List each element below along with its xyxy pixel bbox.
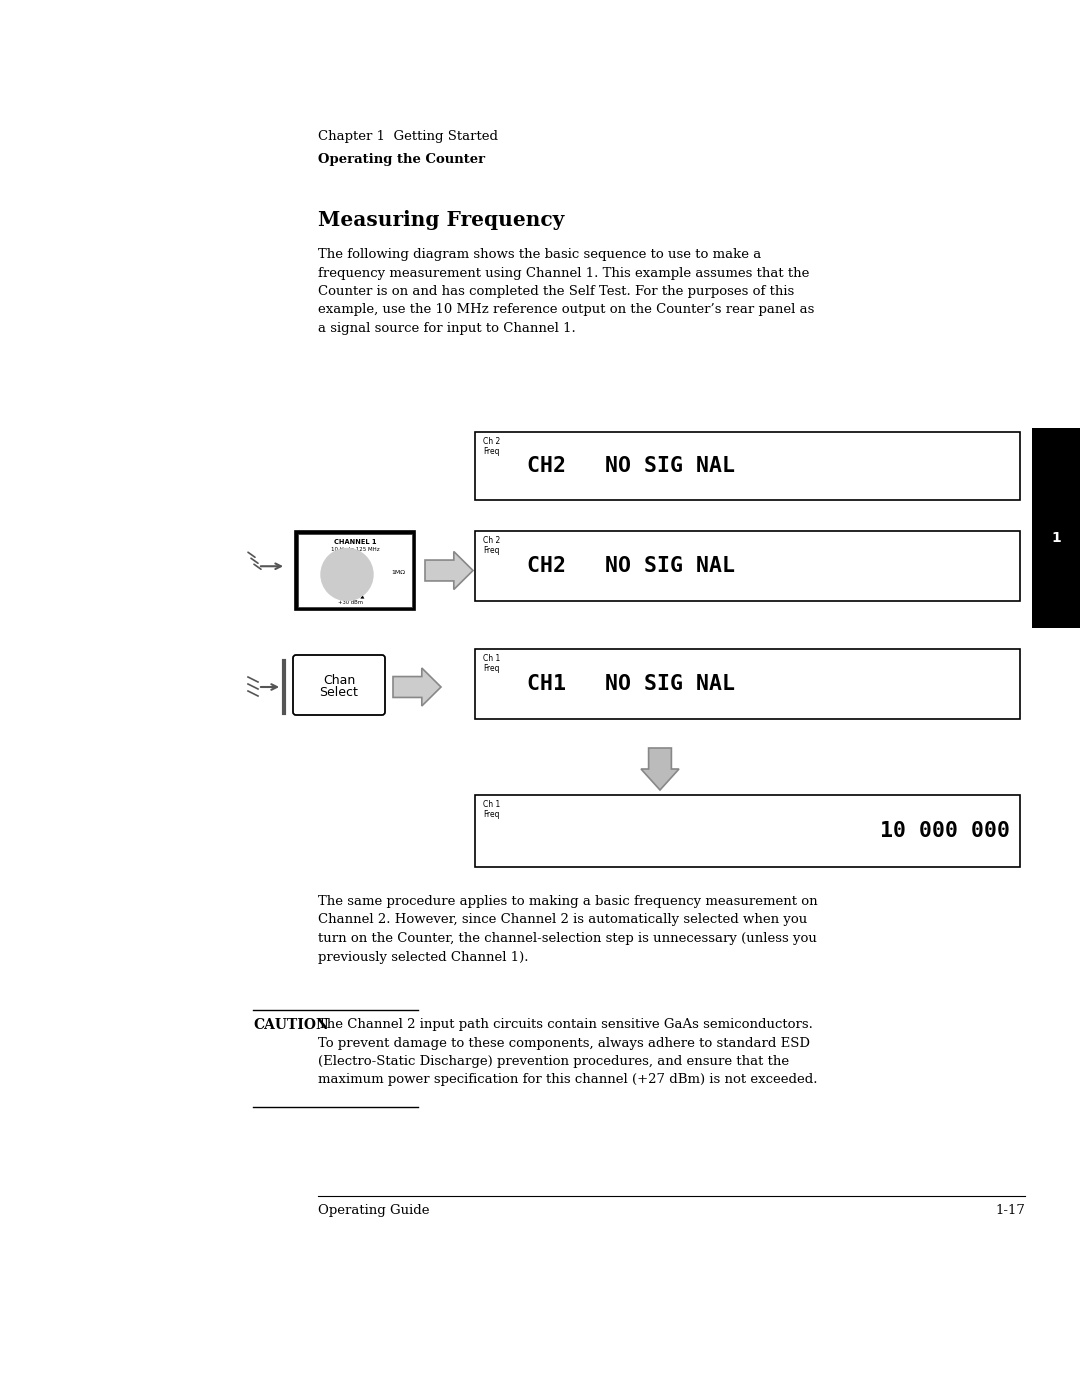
Bar	[475, 795, 1020, 868]
Text: CH2   NO SIG NAL: CH2 NO SIG NAL	[527, 455, 735, 476]
Text: Ch 2
Freq: Ch 2 Freq	[483, 536, 500, 555]
Text: CH1   NO SIG NAL: CH1 NO SIG NAL	[527, 673, 735, 694]
FancyBboxPatch shape	[293, 655, 384, 715]
Text: Chan: Chan	[323, 673, 355, 686]
Text: Chapter 1  Getting Started: Chapter 1 Getting Started	[318, 130, 498, 142]
Text: The following diagram shows the basic sequence to use to make a
frequency measur: The following diagram shows the basic se…	[318, 249, 814, 335]
Text: 10 000 000: 10 000 000	[880, 821, 1010, 841]
Text: +30 dBm: +30 dBm	[337, 599, 363, 605]
Bar	[475, 531, 1020, 601]
Text: 10 Hz to 125 MHz: 10 Hz to 125 MHz	[330, 548, 379, 552]
Bar	[475, 650, 1020, 719]
Bar	[1032, 427, 1080, 629]
Text: 1: 1	[1051, 531, 1061, 545]
Text: Ch 1
Freq: Ch 1 Freq	[483, 654, 500, 673]
Text: The Channel 2 input path circuits contain sensitive GaAs semiconductors.
To prev: The Channel 2 input path circuits contai…	[318, 1018, 818, 1087]
FancyArrow shape	[393, 668, 441, 705]
Circle shape	[321, 549, 373, 601]
Text: DAMAGE ▲: DAMAGE ▲	[336, 592, 364, 598]
Circle shape	[339, 567, 355, 583]
Bar	[475, 432, 1020, 500]
FancyArrow shape	[642, 747, 679, 789]
Text: Measuring Frequency: Measuring Frequency	[318, 210, 564, 231]
Text: Select: Select	[320, 686, 359, 700]
Circle shape	[343, 570, 351, 578]
Bar	[295, 531, 415, 610]
Text: Ch 2
Freq: Ch 2 Freq	[483, 437, 500, 455]
Text: The same procedure applies to making a basic frequency measurement on
Channel 2.: The same procedure applies to making a b…	[318, 895, 818, 964]
Circle shape	[327, 555, 367, 595]
Text: CAUTION: CAUTION	[253, 1018, 328, 1032]
Text: CHANNEL 1: CHANNEL 1	[334, 539, 376, 545]
Bar	[298, 534, 411, 608]
Text: Operating the Counter: Operating the Counter	[318, 154, 485, 166]
Text: CH2   NO SIG NAL: CH2 NO SIG NAL	[527, 556, 735, 576]
FancyArrow shape	[426, 552, 473, 590]
Text: Ch 1
Freq: Ch 1 Freq	[483, 800, 500, 819]
Text: Operating Guide: Operating Guide	[318, 1204, 430, 1217]
Text: 1MΩ: 1MΩ	[391, 570, 405, 576]
Circle shape	[333, 560, 361, 588]
Text: 1-17: 1-17	[995, 1204, 1025, 1217]
